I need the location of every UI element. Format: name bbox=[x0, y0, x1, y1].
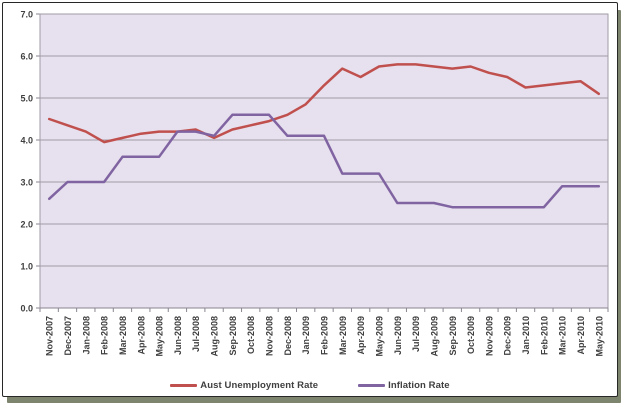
x-axis-label: Jul-2008 bbox=[191, 316, 201, 352]
x-axis-label: Jan-2008 bbox=[81, 316, 91, 355]
plot-area bbox=[40, 14, 608, 308]
y-axis-label: 5.0 bbox=[20, 94, 33, 104]
x-axis-label: Apr-2008 bbox=[136, 316, 146, 355]
y-axis-label: 6.0 bbox=[20, 52, 33, 62]
x-axis-label: May-2010 bbox=[594, 316, 604, 357]
chart-frame: 0.0 1.0 2.0 3.0 4.0 5.0 6.0 7.0 Nov-2007 Dec-2007… bbox=[2, 2, 618, 397]
chart-canvas: 0.0 1.0 2.0 3.0 4.0 5.0 6.0 7.0 Nov-2007 Dec-2007… bbox=[20, 10, 609, 357]
y-axis-label: 1.0 bbox=[20, 262, 33, 272]
legend-label-unemployment: Aust Unemployment Rate bbox=[200, 379, 319, 391]
y-axis-label: 7.0 bbox=[20, 10, 33, 20]
x-axis-label: Apr-2010 bbox=[576, 316, 586, 355]
x-axis-label: Mar-2009 bbox=[338, 316, 348, 355]
x-axis-label: Jan-2010 bbox=[521, 316, 531, 355]
x-axis-label: Feb-2009 bbox=[320, 316, 330, 355]
y-axis-label: 4.0 bbox=[20, 136, 33, 146]
x-axis-label: Dec-2008 bbox=[283, 316, 293, 356]
x-axis-label: Jun-2008 bbox=[173, 316, 183, 355]
x-axis-label: Dec-2009 bbox=[503, 316, 513, 356]
x-axis-label: Jul-2009 bbox=[411, 316, 421, 352]
legend-item-inflation: Inflation Rate bbox=[358, 380, 450, 391]
y-axis-label: 3.0 bbox=[20, 178, 33, 188]
x-axis-label: Apr-2009 bbox=[356, 316, 366, 355]
x-axis-label: Aug-2008 bbox=[210, 316, 220, 357]
series-line-inflation bbox=[47, 113, 601, 209]
x-axis-label: May-2009 bbox=[374, 316, 384, 357]
x-axis-label: Oct-2008 bbox=[246, 316, 256, 354]
x-axis-label: Jun-2009 bbox=[393, 316, 403, 355]
x-axis-label: Nov-2008 bbox=[265, 316, 275, 356]
legend-label-inflation: Inflation Rate bbox=[388, 379, 450, 391]
x-axis-label: May-2008 bbox=[155, 316, 165, 357]
y-axis-label: 2.0 bbox=[20, 220, 33, 230]
x-axis-label: Feb-2008 bbox=[100, 316, 110, 355]
x-axis-label: Nov-2007 bbox=[45, 316, 55, 356]
x-axis-label: Aug-2009 bbox=[429, 316, 439, 357]
x-axis-label: Mar-2008 bbox=[118, 316, 128, 355]
x-axis-label: Jan-2009 bbox=[301, 316, 311, 355]
legend-item-unemployment: Aust Unemployment Rate bbox=[170, 380, 318, 391]
x-axis-label: Feb-2010 bbox=[539, 316, 549, 355]
x-axis-label: Nov-2009 bbox=[484, 316, 494, 356]
y-axis-label: 0.0 bbox=[20, 304, 33, 314]
legend-line-swatch-purple bbox=[358, 383, 386, 387]
x-axis-label: Dec-2007 bbox=[63, 316, 73, 356]
x-axis-label: Oct-2009 bbox=[466, 316, 476, 354]
series-line-unemployment bbox=[47, 63, 601, 144]
legend-line-swatch-red bbox=[170, 383, 198, 387]
x-axis-label: Sep-2009 bbox=[448, 316, 458, 356]
legend: Aust Unemployment Rate Inflation Rate bbox=[3, 378, 617, 392]
x-axis-label: Sep-2008 bbox=[228, 316, 238, 356]
x-axis-label: Mar-2010 bbox=[558, 316, 568, 355]
